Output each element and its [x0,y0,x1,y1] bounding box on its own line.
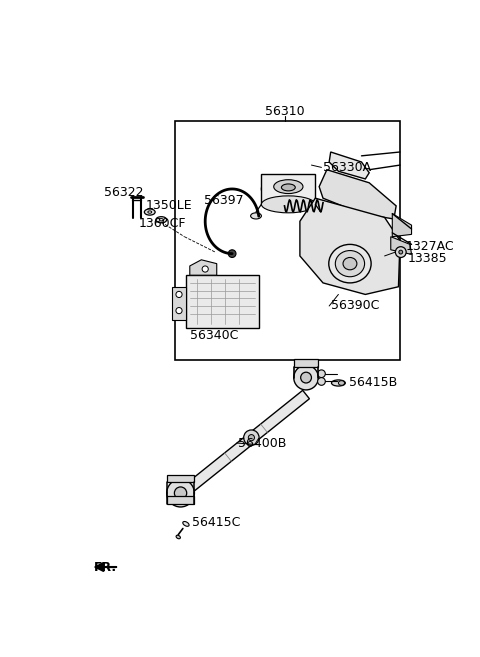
Polygon shape [190,260,217,275]
Text: 1360CF: 1360CF [138,217,186,230]
Ellipse shape [274,180,303,194]
Bar [186,275,259,328]
Circle shape [300,373,312,383]
Circle shape [244,430,259,445]
Polygon shape [172,286,186,320]
Circle shape [318,370,325,378]
Circle shape [248,434,254,441]
Circle shape [176,291,182,298]
Text: 56330A: 56330A [323,161,371,174]
Ellipse shape [281,184,295,191]
Text: 56322: 56322 [104,187,143,199]
Ellipse shape [343,258,357,270]
Polygon shape [182,390,310,495]
Ellipse shape [332,380,345,386]
Ellipse shape [156,217,167,223]
Text: 56400B: 56400B [238,436,287,449]
Circle shape [318,378,325,385]
Text: 56390C: 56390C [331,300,379,313]
Bar [167,474,194,482]
Circle shape [167,479,194,507]
Ellipse shape [262,177,315,201]
Circle shape [396,246,406,258]
Circle shape [176,307,182,313]
Ellipse shape [329,244,371,283]
Polygon shape [392,214,411,237]
Ellipse shape [336,250,365,277]
Text: FR.: FR. [94,561,117,574]
Text: 13385: 13385 [408,252,447,265]
Text: 1327AC: 1327AC [406,240,455,253]
Text: 1350LE: 1350LE [146,199,192,212]
Text: 56310: 56310 [264,104,304,118]
Text: 56340C: 56340C [190,328,238,342]
Ellipse shape [183,522,189,526]
Polygon shape [319,170,396,219]
Ellipse shape [338,380,345,385]
Circle shape [399,250,403,254]
Bar [294,359,318,367]
Ellipse shape [315,213,326,219]
Circle shape [202,266,208,272]
Text: 56415C: 56415C [192,516,240,529]
Polygon shape [391,237,411,254]
Text: 56397: 56397 [204,194,243,207]
Polygon shape [329,152,369,179]
Circle shape [294,365,318,390]
Ellipse shape [251,213,262,219]
Circle shape [228,250,236,258]
Ellipse shape [159,219,163,221]
Bar [262,173,315,204]
Circle shape [174,487,187,499]
Polygon shape [300,198,400,294]
Bar [167,496,194,504]
Ellipse shape [144,209,155,215]
Text: 56415B: 56415B [349,376,397,390]
Ellipse shape [176,535,180,539]
Ellipse shape [148,211,152,214]
Bar [175,121,400,360]
Ellipse shape [262,196,315,213]
